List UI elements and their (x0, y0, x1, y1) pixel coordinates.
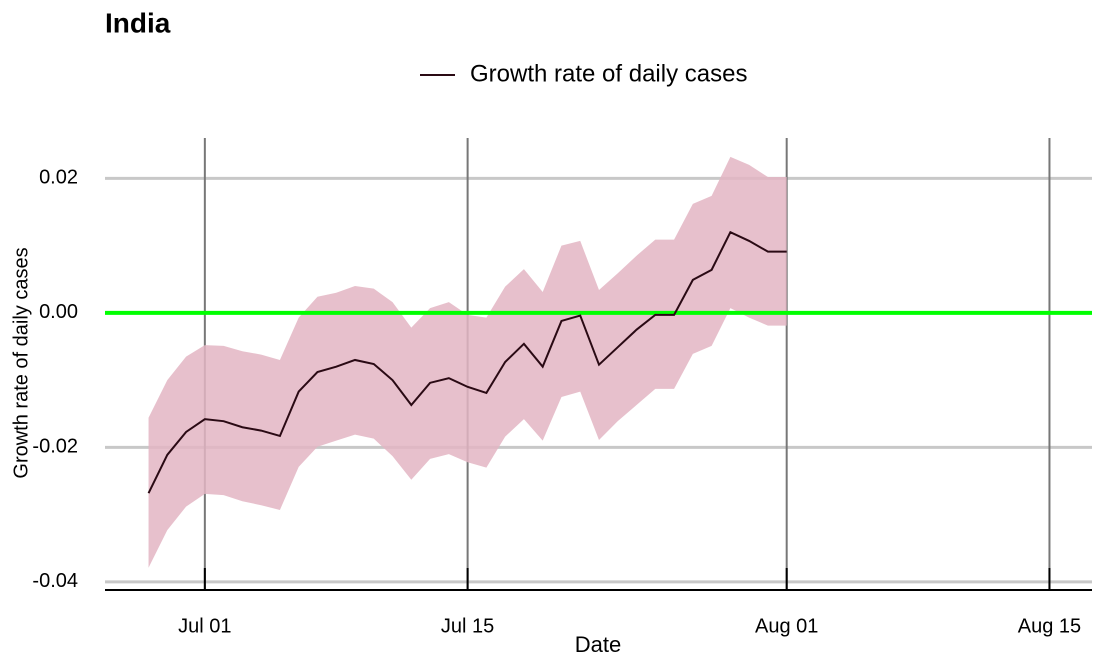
y-tick-label: 0.00 (39, 301, 78, 323)
x-tick-label: Jul 01 (178, 615, 231, 637)
y-tick-label: 0.02 (39, 167, 78, 189)
confidence-band (148, 156, 787, 568)
y-axis-label: Growth rate of daily cases (10, 247, 32, 478)
y-tick-label: -0.02 (32, 436, 78, 458)
y-tick-label: -0.04 (32, 570, 78, 592)
x-tick-label: Aug 01 (755, 615, 818, 637)
legend-label: Growth rate of daily cases (470, 60, 747, 87)
chart-title: India (105, 7, 171, 38)
series-line (147, 230, 787, 494)
x-tick-label: Jul 15 (441, 615, 494, 637)
x-tick-label: Aug 15 (1018, 615, 1081, 637)
x-axis-label: Date (575, 632, 621, 657)
